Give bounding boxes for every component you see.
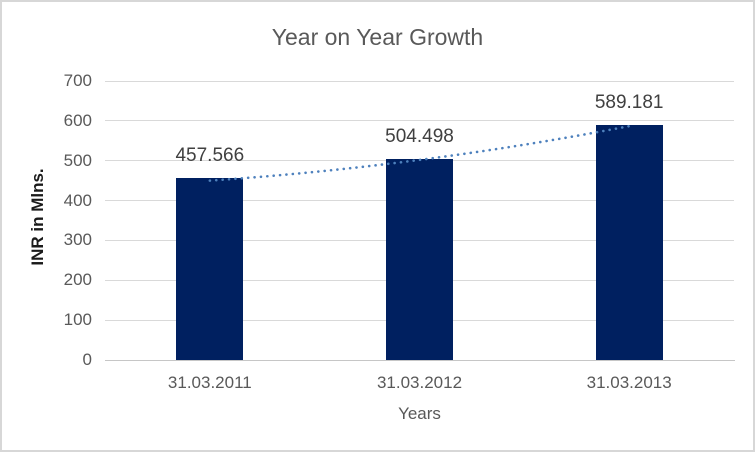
bar-value-label: 504.498 xyxy=(385,125,454,147)
bar xyxy=(386,158,453,360)
y-tick-label: 300 xyxy=(63,230,92,250)
bar-value-label: 457.566 xyxy=(175,144,245,166)
y-tick-label: 500 xyxy=(63,150,92,170)
bar-value-label: 589.181 xyxy=(594,92,664,114)
y-tick-label: 0 xyxy=(82,350,92,369)
y-tick-label: 700 xyxy=(63,71,92,90)
y-axis-title: INR in Mlns. xyxy=(28,168,47,266)
bar xyxy=(176,177,244,360)
y-tick-label: 200 xyxy=(63,270,92,290)
x-axis-title: Years xyxy=(398,404,441,423)
axis-baseline xyxy=(105,359,735,361)
y-tick-label: 100 xyxy=(63,310,92,330)
gridline xyxy=(105,120,734,122)
x-tick-label: 31.03.2012 xyxy=(376,373,463,392)
bar xyxy=(595,125,663,360)
chart-title: Year on Year Growth xyxy=(271,24,484,50)
y-tick-label: 600 xyxy=(63,110,92,130)
x-tick-label: 31.03.2011 xyxy=(167,373,252,392)
x-tick-label: 31.03.2013 xyxy=(586,373,672,392)
gridline xyxy=(105,80,734,82)
y-tick-label: 400 xyxy=(63,190,92,210)
